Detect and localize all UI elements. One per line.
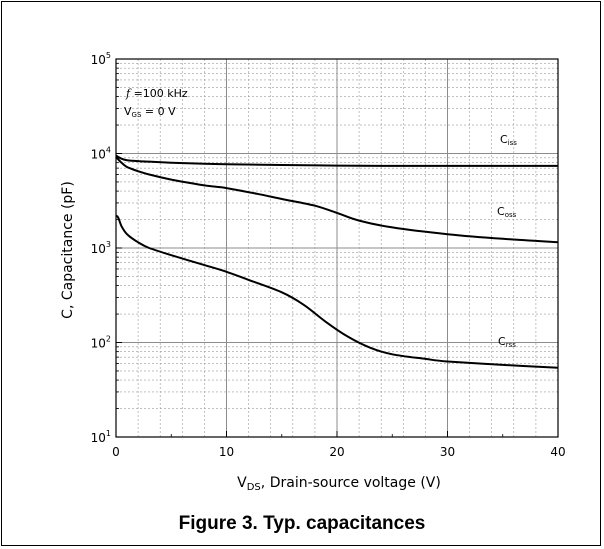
y-tick-label: 103 bbox=[91, 240, 111, 256]
vgs-main: V bbox=[124, 105, 132, 118]
crss-curve bbox=[115, 214, 559, 369]
y-tick-label: 105 bbox=[91, 51, 111, 67]
series-label-coss: Coss bbox=[497, 205, 517, 219]
y-tick-exp: 1 bbox=[106, 429, 111, 438]
x-tick-label: 30 bbox=[440, 445, 455, 459]
series-label-main: C bbox=[497, 205, 505, 218]
x-axis-title: VDS, Drain-source voltage (V) bbox=[237, 475, 441, 493]
axis-ticks bbox=[115, 58, 559, 438]
y-tick-base: 10 bbox=[91, 242, 106, 256]
y-tick-exp: 2 bbox=[106, 335, 111, 344]
series-label-crss: Crss bbox=[498, 335, 516, 349]
x-axis-title-sub: DS bbox=[247, 482, 261, 493]
ciss-curve bbox=[115, 154, 558, 167]
frequency-symbol: f bbox=[125, 87, 132, 100]
y-tick-base: 10 bbox=[91, 148, 106, 162]
frequency-value: =100 kHz bbox=[130, 87, 188, 100]
x-tick-label: 10 bbox=[219, 445, 234, 459]
series-label-sub: iss bbox=[508, 139, 518, 147]
series-label-sub: oss bbox=[505, 211, 517, 219]
y-tick-labels: 101 102 103 104 105 bbox=[91, 51, 111, 445]
y-tick-label: 101 bbox=[91, 429, 111, 445]
figure-caption: Figure 3. Typ. capacitances bbox=[178, 513, 426, 534]
x-axis-title-rest: , Drain-source voltage (V) bbox=[261, 475, 441, 491]
series-label-ciss: Ciss bbox=[500, 133, 517, 147]
vgs-annotation: VGS = 0 V bbox=[124, 105, 176, 119]
y-tick-base: 10 bbox=[91, 431, 106, 445]
y-tick-exp: 4 bbox=[106, 146, 111, 155]
vgs-sub: GS bbox=[132, 111, 142, 119]
y-tick-label: 102 bbox=[91, 335, 111, 351]
x-axis-title-main: V bbox=[237, 475, 247, 491]
series-label-sub: rss bbox=[506, 341, 517, 349]
frequency-annotation: f =100 kHz bbox=[125, 87, 188, 100]
y-tick-exp: 5 bbox=[106, 51, 111, 60]
y-tick-base: 10 bbox=[91, 337, 106, 351]
vgs-value: = 0 V bbox=[141, 105, 176, 118]
y-tick-base: 10 bbox=[91, 53, 106, 67]
series-label-main: C bbox=[498, 335, 506, 348]
y-tick-label: 104 bbox=[91, 146, 111, 162]
x-tick-label: 0 bbox=[112, 445, 120, 459]
x-tick-label: 20 bbox=[329, 445, 344, 459]
coss-curve bbox=[115, 156, 559, 244]
y-tick-exp: 3 bbox=[106, 240, 111, 249]
series-label-main: C bbox=[500, 133, 508, 146]
y-axis-title: C, Capacitance (pF) bbox=[60, 181, 76, 319]
x-tick-label: 40 bbox=[550, 445, 565, 459]
series-lines bbox=[115, 154, 559, 369]
x-tick-labels: 0 10 20 30 40 bbox=[112, 445, 565, 459]
capacitance-chart: 0 10 20 30 40 101 102 103 104 105 VDS, D… bbox=[60, 51, 566, 493]
